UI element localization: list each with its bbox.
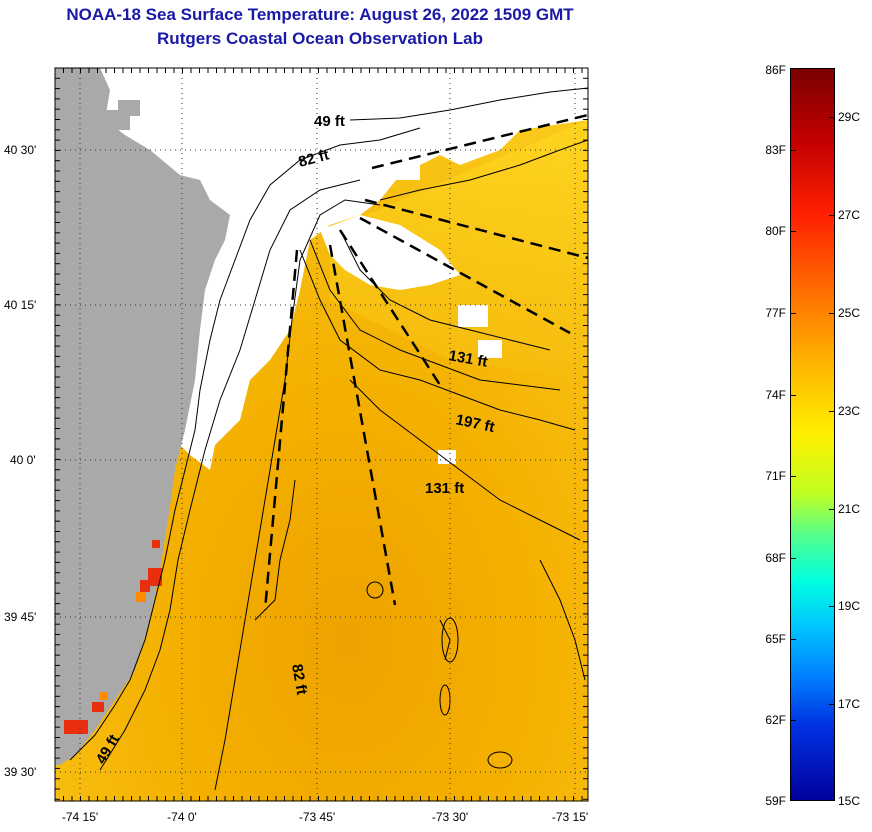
colorbar-c-label: 17C bbox=[838, 697, 861, 711]
colorbar-f-label: 77F bbox=[765, 306, 786, 320]
colorbar-tick bbox=[829, 704, 835, 705]
colorbar-f-label: 74F bbox=[765, 388, 786, 402]
colorbar-c-label: 27C bbox=[838, 208, 861, 222]
colorbar-tick bbox=[790, 639, 796, 640]
map-frame bbox=[54, 67, 589, 802]
map-subtitle: Rutgers Coastal Ocean Observation Lab bbox=[157, 29, 483, 48]
colorbar-tick bbox=[790, 720, 796, 721]
colorbar-c-label: 23C bbox=[838, 404, 861, 418]
colorbar-f-label: 62F bbox=[765, 713, 786, 727]
depth-label: 49 ft bbox=[314, 113, 345, 130]
colorbar-f-label: 71F bbox=[765, 469, 786, 483]
colorbar-c-label: 19C bbox=[838, 599, 861, 613]
axis-ticks bbox=[54, 67, 588, 801]
lat-label: 40 0' bbox=[10, 453, 36, 467]
lat-label: 40 15' bbox=[4, 298, 37, 312]
colorbar-tick bbox=[829, 313, 835, 314]
colorbar-c-label: 15C bbox=[838, 794, 861, 808]
colorbar-c-label: 21C bbox=[838, 502, 861, 516]
colorbar-f-label: 86F bbox=[765, 63, 786, 77]
colorbar-f-label: 68F bbox=[765, 551, 786, 565]
hot-coastal-pixels bbox=[64, 540, 162, 734]
depth-label: 82 ft bbox=[288, 663, 310, 696]
depth-label: 131 ft bbox=[447, 347, 489, 371]
colorbar-tick bbox=[790, 231, 796, 232]
map-plot-area bbox=[55, 68, 588, 801]
lon-label: -74 0' bbox=[167, 810, 197, 824]
lat-label: 39 30' bbox=[4, 765, 37, 779]
colorbar-tick bbox=[790, 150, 796, 151]
colorbar-tick bbox=[829, 215, 835, 216]
land-mass bbox=[55, 68, 230, 765]
depth-label: 131 ft bbox=[425, 480, 464, 497]
bathymetry-contours bbox=[69, 87, 588, 791]
colorbar-tick bbox=[790, 313, 796, 314]
colorbar-f-label: 80F bbox=[765, 224, 786, 238]
colorbar-tick bbox=[829, 411, 835, 412]
colorbar-tick bbox=[790, 395, 796, 396]
warm-coastal-pixels bbox=[100, 592, 146, 700]
lon-label: -73 15' bbox=[551, 810, 589, 824]
colorbar-c-label: 25C bbox=[838, 306, 861, 320]
colorbar-tick bbox=[829, 117, 835, 118]
colorbar-tick bbox=[790, 558, 796, 559]
lat-label: 40 30' bbox=[4, 143, 37, 157]
colorbar-f-label: 83F bbox=[765, 143, 786, 157]
colorbar-f-label: 65F bbox=[765, 632, 786, 646]
colorbar-tick bbox=[829, 606, 835, 607]
lon-label: -73 45' bbox=[298, 810, 336, 824]
temperature-colorbar bbox=[790, 68, 835, 801]
lon-label: -74 15' bbox=[61, 810, 99, 824]
colorbar-f-label: 59F bbox=[765, 794, 786, 808]
lat-label: 39 45' bbox=[4, 610, 37, 624]
map-grid bbox=[55, 68, 588, 801]
map-title: NOAA-18 Sea Surface Temperature: August … bbox=[66, 5, 574, 24]
colorbar-tick bbox=[829, 509, 835, 510]
colorbar-tick bbox=[790, 476, 796, 477]
colorbar-c-label: 29C bbox=[838, 110, 861, 124]
lon-label: -73 30' bbox=[431, 810, 469, 824]
